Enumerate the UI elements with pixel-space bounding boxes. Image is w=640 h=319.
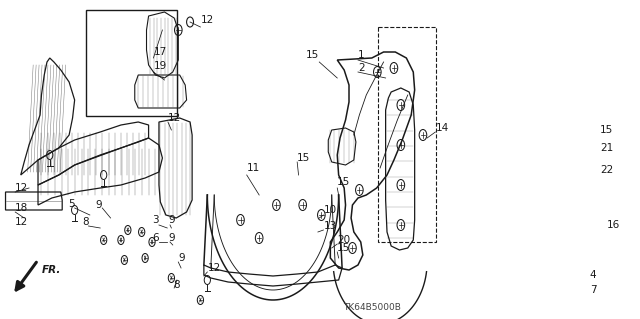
Text: 9: 9 xyxy=(168,233,175,243)
Text: 15: 15 xyxy=(337,243,351,253)
Text: 15: 15 xyxy=(306,50,319,60)
Text: 5: 5 xyxy=(68,199,75,209)
Text: 15: 15 xyxy=(297,153,310,163)
Text: 12: 12 xyxy=(207,263,221,273)
Text: 12: 12 xyxy=(15,183,28,193)
Text: TK64B5000B: TK64B5000B xyxy=(343,303,401,313)
Text: 18: 18 xyxy=(15,203,28,213)
Bar xyxy=(378,27,436,242)
Text: 17: 17 xyxy=(154,47,166,57)
Text: 8: 8 xyxy=(82,217,88,227)
Text: 12: 12 xyxy=(168,113,181,123)
Text: 9: 9 xyxy=(179,253,185,263)
Text: 19: 19 xyxy=(154,61,166,71)
Text: 20: 20 xyxy=(337,235,350,245)
Text: 11: 11 xyxy=(247,163,260,173)
Text: 22: 22 xyxy=(600,165,613,175)
Text: 10: 10 xyxy=(323,205,337,215)
Text: 9: 9 xyxy=(95,200,102,210)
Text: 21: 21 xyxy=(600,143,613,153)
Text: 13: 13 xyxy=(323,221,337,231)
Text: 16: 16 xyxy=(607,220,620,230)
Text: 15: 15 xyxy=(600,125,613,135)
Text: FR.: FR. xyxy=(42,265,61,275)
Text: 12: 12 xyxy=(200,15,214,25)
Text: 15: 15 xyxy=(337,177,351,187)
Text: 12: 12 xyxy=(15,217,28,227)
Text: 2: 2 xyxy=(358,63,365,73)
Text: 8: 8 xyxy=(173,280,179,290)
Text: 6: 6 xyxy=(152,233,159,243)
Bar xyxy=(86,10,177,116)
Text: 14: 14 xyxy=(435,123,449,133)
Text: 3: 3 xyxy=(152,215,159,225)
Text: 4: 4 xyxy=(589,270,596,280)
Text: 7: 7 xyxy=(589,285,596,295)
Text: 9: 9 xyxy=(168,215,175,225)
Text: 1: 1 xyxy=(358,50,365,60)
